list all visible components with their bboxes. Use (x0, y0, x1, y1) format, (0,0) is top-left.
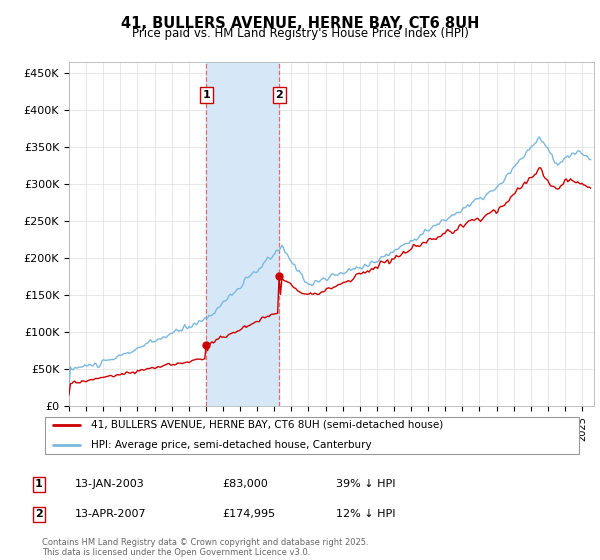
Text: 13-APR-2007: 13-APR-2007 (75, 509, 146, 519)
Text: 2: 2 (35, 509, 43, 519)
FancyBboxPatch shape (45, 417, 580, 454)
Text: Price paid vs. HM Land Registry's House Price Index (HPI): Price paid vs. HM Land Registry's House … (131, 27, 469, 40)
Text: Contains HM Land Registry data © Crown copyright and database right 2025.
This d: Contains HM Land Registry data © Crown c… (42, 538, 368, 557)
Text: £174,995: £174,995 (222, 509, 275, 519)
Bar (206, 62, 279, 406)
Text: 12% ↓ HPI: 12% ↓ HPI (336, 509, 395, 519)
Text: £83,000: £83,000 (222, 479, 268, 489)
Text: 1: 1 (203, 90, 211, 100)
Text: 2: 2 (275, 90, 283, 100)
Text: 41, BULLERS AVENUE, HERNE BAY, CT6 8UH (semi-detached house): 41, BULLERS AVENUE, HERNE BAY, CT6 8UH (… (91, 420, 443, 430)
Text: 1: 1 (35, 479, 43, 489)
Text: 41, BULLERS AVENUE, HERNE BAY, CT6 8UH: 41, BULLERS AVENUE, HERNE BAY, CT6 8UH (121, 16, 479, 31)
Text: HPI: Average price, semi-detached house, Canterbury: HPI: Average price, semi-detached house,… (91, 440, 371, 450)
Text: 13-JAN-2003: 13-JAN-2003 (75, 479, 145, 489)
Text: 39% ↓ HPI: 39% ↓ HPI (336, 479, 395, 489)
